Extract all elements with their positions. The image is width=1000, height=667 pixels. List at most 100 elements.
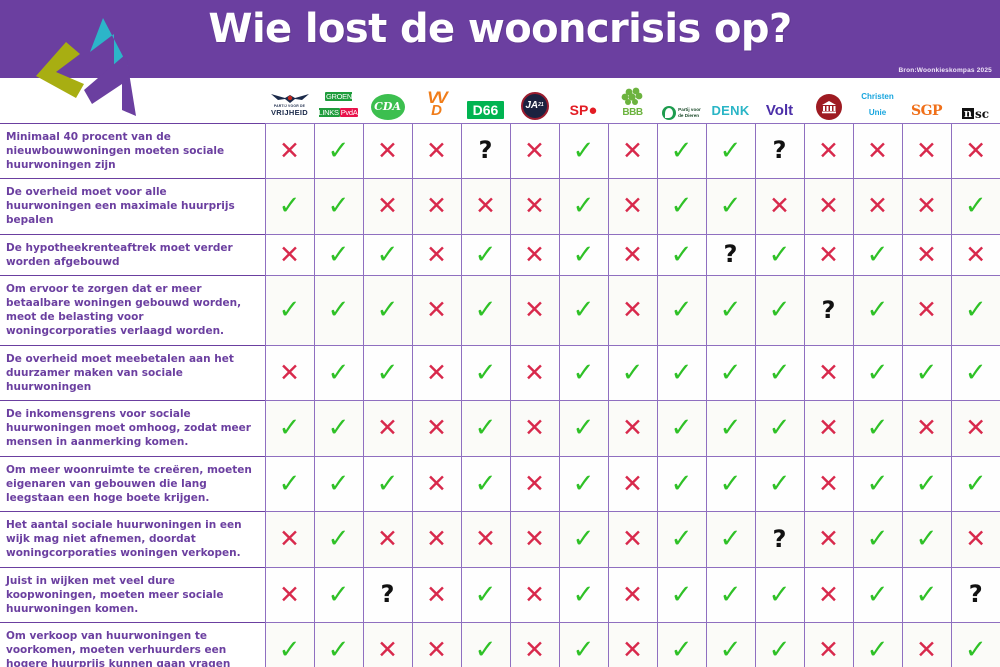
answer-cell-nsc[interactable]: ? [951, 566, 1000, 623]
answer-cell-ja21[interactable]: ✕ [510, 122, 560, 179]
answer-cell-glpvda[interactable]: ✓ [314, 622, 364, 667]
answer-cell-d66[interactable]: ✓ [461, 622, 511, 667]
party-header-groenlinks-pvda[interactable]: GROEN LINKS PvdA [314, 78, 363, 123]
answer-cell-volt[interactable]: ✓ [755, 400, 805, 457]
answer-cell-sp[interactable]: ✓ [559, 400, 609, 457]
answer-cell-sp[interactable]: ✓ [559, 455, 609, 512]
answer-cell-ja21[interactable]: ✕ [510, 233, 560, 276]
party-header-partij-voor-de-dieren[interactable]: Partij voor de Dieren [657, 78, 706, 123]
answer-cell-pvv[interactable]: ✕ [265, 511, 315, 568]
answer-cell-ja21[interactable]: ✕ [510, 511, 560, 568]
answer-cell-cda[interactable]: ✕ [363, 622, 413, 667]
answer-cell-cu[interactable]: ✓ [853, 566, 903, 623]
answer-cell-pvv[interactable]: ✓ [265, 400, 315, 457]
answer-cell-cda[interactable]: ✓ [363, 455, 413, 512]
answer-cell-pvv[interactable]: ✓ [265, 178, 315, 235]
answer-cell-sp[interactable]: ✓ [559, 566, 609, 623]
answer-cell-vvd[interactable]: ✕ [412, 122, 462, 179]
answer-cell-glpvda[interactable]: ✓ [314, 511, 364, 568]
answer-cell-fvd[interactable]: ✕ [804, 233, 854, 276]
party-header-ja21[interactable]: JA 21 [510, 78, 559, 123]
answer-cell-glpvda[interactable]: ✓ [314, 178, 364, 235]
answer-cell-cu[interactable]: ✓ [853, 400, 903, 457]
answer-cell-volt[interactable]: ? [755, 511, 805, 568]
answer-cell-fvd[interactable]: ✕ [804, 344, 854, 401]
answer-cell-sgp[interactable]: ✓ [902, 344, 952, 401]
answer-cell-cu[interactable]: ✓ [853, 455, 903, 512]
answer-cell-vvd[interactable]: ✕ [412, 622, 462, 667]
answer-cell-cda[interactable]: ✕ [363, 400, 413, 457]
answer-cell-volt[interactable]: ✕ [755, 178, 805, 235]
answer-cell-nsc[interactable]: ✓ [951, 622, 1000, 667]
answer-cell-ja21[interactable]: ✕ [510, 274, 560, 346]
answer-cell-pvdd[interactable]: ✓ [657, 344, 707, 401]
answer-cell-cda[interactable]: ✕ [363, 178, 413, 235]
answer-cell-vvd[interactable]: ✕ [412, 511, 462, 568]
party-header-fvd[interactable] [804, 78, 853, 123]
answer-cell-pvv[interactable]: ✕ [265, 566, 315, 623]
answer-cell-denk[interactable]: ✓ [706, 400, 756, 457]
answer-cell-cu[interactable]: ✓ [853, 622, 903, 667]
answer-cell-cu[interactable]: ✕ [853, 178, 903, 235]
answer-cell-cu[interactable]: ✓ [853, 511, 903, 568]
answer-cell-fvd[interactable]: ✕ [804, 455, 854, 512]
answer-cell-denk[interactable]: ✓ [706, 455, 756, 512]
answer-cell-ja21[interactable]: ✕ [510, 178, 560, 235]
answer-cell-pvdd[interactable]: ✓ [657, 122, 707, 179]
answer-cell-cu[interactable]: ✓ [853, 344, 903, 401]
answer-cell-d66[interactable]: ✕ [461, 511, 511, 568]
party-header-volt[interactable]: Volt [755, 78, 804, 123]
answer-cell-denk[interactable]: ✓ [706, 344, 756, 401]
answer-cell-d66[interactable]: ✓ [461, 344, 511, 401]
answer-cell-glpvda[interactable]: ✓ [314, 344, 364, 401]
answer-cell-pvv[interactable]: ✓ [265, 455, 315, 512]
answer-cell-nsc[interactable]: ✓ [951, 274, 1000, 346]
answer-cell-sp[interactable]: ✓ [559, 274, 609, 346]
answer-cell-vvd[interactable]: ✕ [412, 566, 462, 623]
answer-cell-sgp[interactable]: ✓ [902, 566, 952, 623]
answer-cell-bbb[interactable]: ✕ [608, 233, 658, 276]
answer-cell-fvd[interactable]: ✕ [804, 622, 854, 667]
answer-cell-cda[interactable]: ✓ [363, 344, 413, 401]
answer-cell-sp[interactable]: ✓ [559, 233, 609, 276]
answer-cell-sp[interactable]: ✓ [559, 622, 609, 667]
answer-cell-pvdd[interactable]: ✓ [657, 455, 707, 512]
answer-cell-volt[interactable]: ✓ [755, 622, 805, 667]
answer-cell-cu[interactable]: ✓ [853, 274, 903, 346]
answer-cell-bbb[interactable]: ✕ [608, 511, 658, 568]
answer-cell-vvd[interactable]: ✕ [412, 344, 462, 401]
answer-cell-bbb[interactable]: ✕ [608, 178, 658, 235]
party-header-denk[interactable]: DENK [706, 78, 755, 123]
answer-cell-bbb[interactable]: ✕ [608, 274, 658, 346]
answer-cell-pvdd[interactable]: ✓ [657, 178, 707, 235]
answer-cell-sgp[interactable]: ✕ [902, 178, 952, 235]
answer-cell-sgp[interactable]: ✕ [902, 233, 952, 276]
answer-cell-cda[interactable]: ? [363, 566, 413, 623]
answer-cell-ja21[interactable]: ✕ [510, 344, 560, 401]
answer-cell-bbb[interactable]: ✕ [608, 566, 658, 623]
answer-cell-bbb[interactable]: ✕ [608, 400, 658, 457]
answer-cell-d66[interactable]: ✓ [461, 400, 511, 457]
answer-cell-vvd[interactable]: ✕ [412, 455, 462, 512]
answer-cell-sp[interactable]: ✓ [559, 344, 609, 401]
answer-cell-glpvda[interactable]: ✓ [314, 274, 364, 346]
answer-cell-volt[interactable]: ✓ [755, 274, 805, 346]
answer-cell-fvd[interactable]: ✕ [804, 122, 854, 179]
answer-cell-glpvda[interactable]: ✓ [314, 400, 364, 457]
answer-cell-denk[interactable]: ✓ [706, 122, 756, 179]
party-header-sgp[interactable]: SGP [902, 78, 951, 123]
answer-cell-pvdd[interactable]: ✓ [657, 511, 707, 568]
answer-cell-ja21[interactable]: ✕ [510, 455, 560, 512]
answer-cell-nsc[interactable]: ✕ [951, 122, 1000, 179]
answer-cell-pvdd[interactable]: ✓ [657, 233, 707, 276]
answer-cell-sgp[interactable]: ✓ [902, 455, 952, 512]
answer-cell-fvd[interactable]: ✕ [804, 400, 854, 457]
party-header-pvv[interactable]: PARTIJ VOOR DE VRIJHEID [265, 78, 314, 123]
answer-cell-d66[interactable]: ✓ [461, 566, 511, 623]
answer-cell-nsc[interactable]: ✕ [951, 400, 1000, 457]
answer-cell-ja21[interactable]: ✕ [510, 622, 560, 667]
party-header-cda[interactable]: CDA [363, 78, 412, 123]
answer-cell-sgp[interactable]: ✕ [902, 622, 952, 667]
answer-cell-denk[interactable]: ✓ [706, 178, 756, 235]
answer-cell-sgp[interactable]: ✕ [902, 400, 952, 457]
